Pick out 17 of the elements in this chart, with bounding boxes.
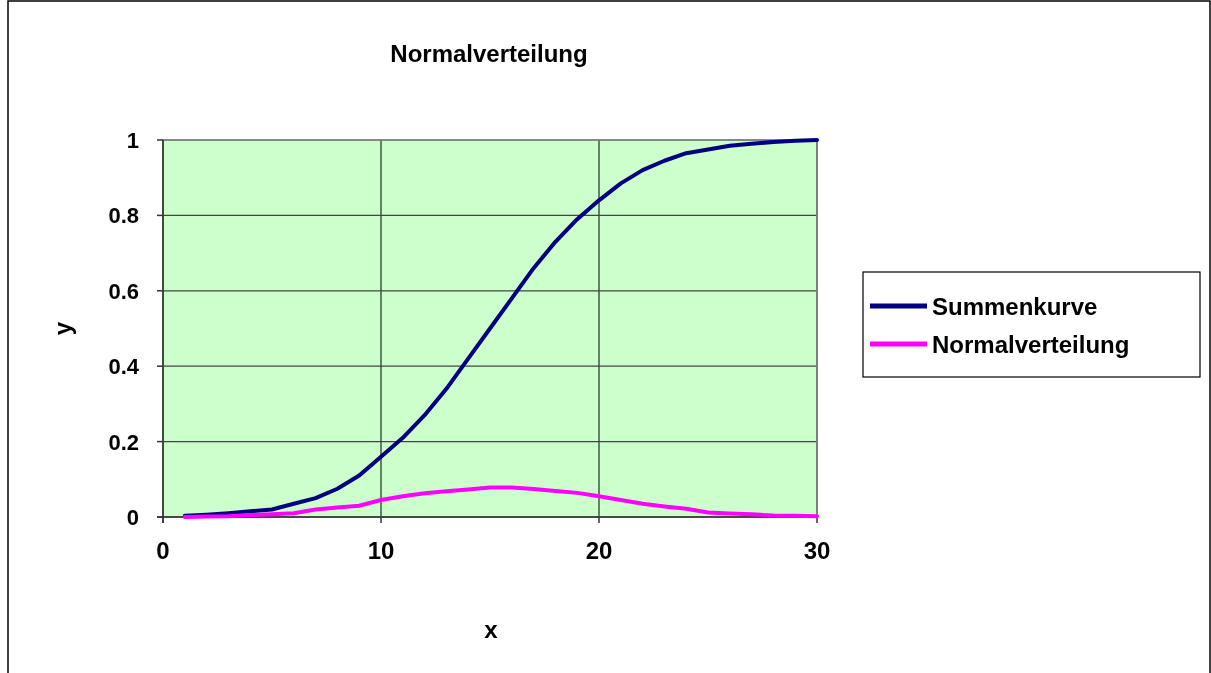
line-series bbox=[182, 485, 819, 519]
legend-label: Normalverteilung bbox=[932, 331, 1130, 358]
chart-title: Normalverteilung bbox=[390, 40, 588, 67]
legend-label: Summenkurve bbox=[932, 293, 1098, 320]
y-tick-label: 1 bbox=[126, 128, 139, 153]
y-tick-label: 0 bbox=[126, 505, 139, 530]
x-tick-label: 10 bbox=[367, 537, 395, 564]
x-tick-label: 20 bbox=[585, 537, 613, 564]
y-tick-label: 0.2 bbox=[108, 429, 139, 455]
y-tick-label: 0.6 bbox=[108, 278, 139, 304]
x-axis-title: x bbox=[484, 616, 499, 643]
line-series bbox=[182, 138, 819, 518]
y-tick-label: 0.4 bbox=[108, 354, 140, 380]
x-tick-label: 0 bbox=[156, 537, 170, 564]
x-tick-label: 30 bbox=[803, 537, 831, 564]
y-tick-label: 0.8 bbox=[108, 203, 139, 229]
y-axis-title: y bbox=[49, 321, 76, 336]
